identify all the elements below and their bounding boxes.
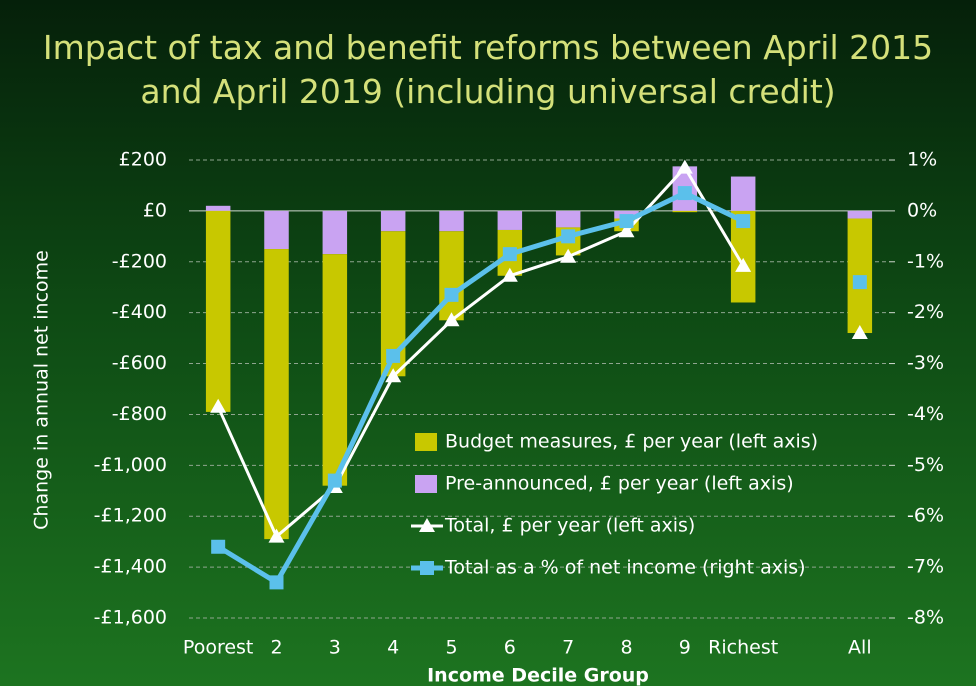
legend-label: Total as a % of net income (right axis) (444, 557, 806, 579)
bar (439, 210, 464, 232)
y-tick-label: -£800 (112, 403, 167, 425)
y-tick-label: -£600 (112, 352, 167, 374)
x-tick-label: 2 (270, 637, 282, 659)
legend-marker (420, 561, 434, 575)
legend-label: Pre-announced, £ per year (left axis) (445, 473, 794, 495)
legend-swatch (415, 475, 437, 493)
marker (676, 159, 693, 174)
bar (322, 210, 348, 255)
x-tick-label: 9 (679, 637, 691, 659)
marker (443, 312, 460, 327)
bar (730, 176, 756, 211)
y-tick-label: -£1,400 (94, 556, 167, 578)
x-tick-label: 8 (620, 637, 632, 659)
x-axis-title: Income Decile Group (427, 665, 649, 686)
y2-tick-label: -4% (907, 403, 944, 425)
bar (555, 210, 581, 228)
x-tick-label: 4 (387, 637, 399, 659)
marker (385, 368, 402, 383)
y-axis-title: Change in annual net income (31, 250, 53, 530)
marker (735, 257, 752, 272)
marker (561, 229, 576, 244)
marker (677, 186, 692, 201)
legend-marker (419, 518, 435, 532)
bar (264, 249, 289, 540)
bar (264, 210, 289, 250)
bar (847, 210, 873, 219)
legend-swatch (415, 433, 437, 451)
x-tick-label: Poorest (183, 637, 253, 659)
marker (851, 325, 868, 340)
y2-tick-label: 1% (907, 149, 937, 171)
bar (205, 205, 231, 211)
marker (444, 287, 459, 302)
y2-tick-label: -7% (907, 556, 944, 578)
x-tick-label: 3 (329, 637, 341, 659)
marker (210, 398, 227, 413)
marker (618, 223, 635, 238)
y-tick-label: -£1,000 (94, 454, 167, 476)
marker (269, 575, 284, 590)
y-tick-label: -£400 (112, 301, 167, 323)
chart-title: Impact of tax and benefit reforms betwee… (42, 28, 934, 111)
x-tick-label: 6 (504, 637, 516, 659)
bar (380, 210, 406, 232)
line (216, 190, 745, 586)
y2-tick-label: -2% (907, 301, 944, 323)
marker (736, 214, 751, 229)
legend-label: Total, £ per year (left axis) (444, 515, 695, 537)
y-tick-label: -£200 (112, 250, 167, 272)
bar (205, 210, 231, 412)
marker (502, 247, 517, 262)
y-tick-label: -£1,200 (94, 505, 167, 527)
y2-tick-label: -6% (907, 505, 944, 527)
marker (501, 267, 518, 282)
x-tick-label: 7 (562, 637, 574, 659)
x-tick-label: 5 (445, 637, 457, 659)
bar (497, 210, 523, 230)
y2-tick-label: -8% (907, 607, 944, 629)
line (216, 165, 745, 540)
marker (268, 528, 285, 543)
y-tick-label: £0 (143, 199, 167, 221)
y-tick-label: -£1,600 (94, 607, 167, 629)
marker (211, 539, 226, 554)
x-tick-label: All (848, 637, 872, 659)
y2-tick-label: 0% (907, 199, 937, 221)
y2-tick-label: -5% (907, 454, 944, 476)
x-tick-label: Richest (708, 637, 778, 659)
bar (672, 210, 698, 213)
legend-label: Budget measures, £ per year (left axis) (445, 431, 818, 453)
marker (386, 348, 401, 363)
marker (619, 214, 634, 229)
bar (322, 254, 348, 486)
marker (327, 473, 342, 488)
y2-tick-label: -3% (907, 352, 944, 374)
marker (852, 275, 867, 290)
y-tick-label: £200 (119, 149, 167, 171)
y2-tick-label: -1% (907, 250, 944, 272)
marker (560, 248, 577, 263)
